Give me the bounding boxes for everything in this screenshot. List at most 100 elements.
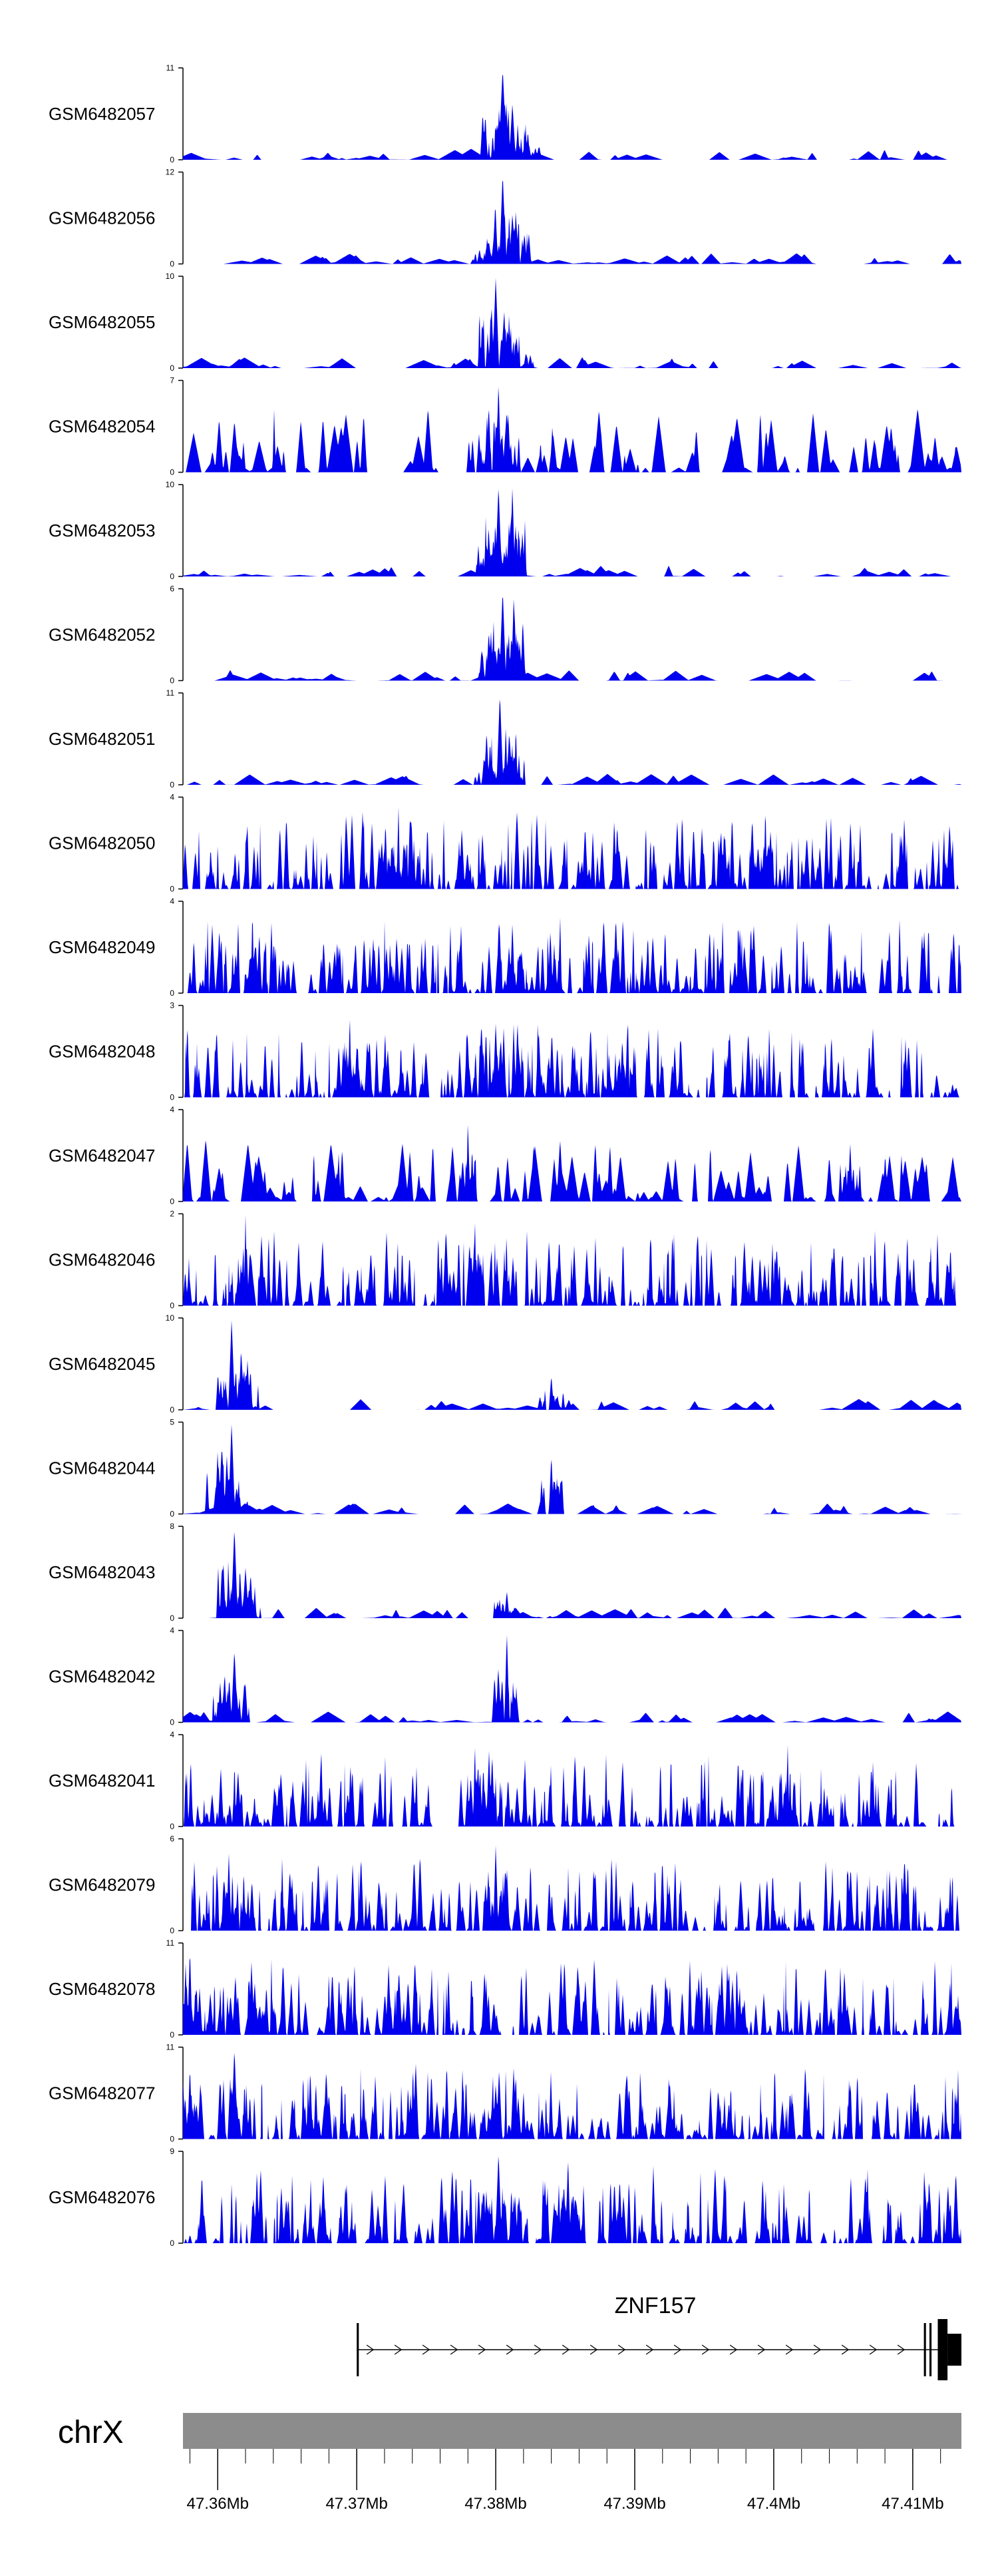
track-label: GSM6482046 bbox=[49, 1250, 155, 1270]
track-label: GSM6482054 bbox=[49, 417, 155, 437]
track-label: GSM6482044 bbox=[49, 1458, 155, 1478]
y-tick-label-max: 7 bbox=[170, 376, 174, 385]
coverage-area bbox=[183, 1424, 961, 1514]
coverage-area bbox=[183, 1124, 961, 1201]
strand-arrow bbox=[673, 2344, 682, 2355]
track-label: GSM6482077 bbox=[49, 2083, 155, 2103]
track-label: GSM6482052 bbox=[49, 625, 155, 645]
track-GSM6482046: GSM6482046 2 0 bbox=[49, 1209, 961, 1311]
y-tick-label-max: 3 bbox=[170, 1001, 174, 1010]
y-tick-label-max: 10 bbox=[166, 272, 175, 281]
track-GSM6482045: GSM6482045 10 0 bbox=[49, 1313, 961, 1414]
y-tick-label-max: 6 bbox=[170, 1834, 174, 1844]
coordinate-label: 47.38Mb bbox=[464, 2495, 526, 2513]
strand-arrow bbox=[506, 2344, 514, 2355]
track-GSM6482057: GSM6482057 11 0 bbox=[49, 63, 961, 164]
coverage-area bbox=[183, 1214, 961, 1306]
track-label: GSM6482049 bbox=[49, 937, 155, 957]
strand-arrow bbox=[897, 2344, 906, 2355]
y-tick-label-max: 12 bbox=[166, 168, 175, 177]
y-tick-label-min: 0 bbox=[170, 988, 174, 998]
y-tick-label-max: 11 bbox=[166, 1938, 175, 1948]
y-tick-label-min: 0 bbox=[170, 2030, 174, 2039]
coverage-tracks: GSM6482057110GSM6482056120GSM6482055100G… bbox=[49, 63, 961, 2248]
coverage-area bbox=[183, 2052, 961, 2139]
track-GSM6482078: GSM6482078 11 0 bbox=[49, 1938, 961, 2039]
y-tick-label-min: 0 bbox=[170, 2239, 174, 2248]
track-GSM6482055: GSM6482055 10 0 bbox=[49, 272, 961, 373]
y-tick-label-max: 11 bbox=[166, 2043, 175, 2052]
strand-arrow bbox=[841, 2344, 850, 2355]
track-label: GSM6482056 bbox=[49, 208, 155, 228]
track-GSM6482043: GSM6482043 8 0 bbox=[49, 1522, 961, 1623]
genome-axis: 47.36Mb 47.37Mb 47.38Mb 47.39Mb 47.4Mb 47.41M… bbox=[187, 2449, 944, 2513]
y-tick-label-max: 4 bbox=[170, 1105, 174, 1114]
coverage-area bbox=[183, 1745, 961, 1826]
strand-arrow bbox=[534, 2344, 542, 2355]
chromosome-ideogram-bar bbox=[183, 2413, 961, 2449]
track-GSM6482079: GSM6482079 6 0 bbox=[49, 1834, 961, 1936]
gene-exon bbox=[357, 2323, 359, 2376]
y-tick-label-min: 0 bbox=[170, 1926, 174, 1936]
coverage-area bbox=[183, 917, 961, 993]
y-tick-label-max: 2 bbox=[170, 1209, 174, 1219]
track-label: GSM6482079 bbox=[49, 1875, 155, 1895]
coverage-area bbox=[183, 1635, 961, 1723]
track-GSM6482077: GSM6482077 11 0 bbox=[49, 2043, 961, 2144]
y-tick-label-min: 0 bbox=[170, 468, 174, 477]
y-tick-label-min: 0 bbox=[170, 780, 174, 789]
strand-arrow bbox=[813, 2344, 822, 2355]
coverage-area bbox=[183, 1320, 961, 1410]
strand-arrow bbox=[785, 2344, 794, 2355]
gene-exon bbox=[929, 2323, 932, 2376]
gene-model-ZNF157 bbox=[357, 2319, 961, 2380]
track-GSM6482053: GSM6482053 10 0 bbox=[49, 480, 961, 581]
strand-arrow bbox=[757, 2344, 766, 2355]
track-GSM6482056: GSM6482056 12 0 bbox=[49, 168, 961, 269]
y-tick-label-min: 0 bbox=[170, 885, 174, 894]
y-tick-label-max: 4 bbox=[170, 793, 174, 802]
y-tick-label-min: 0 bbox=[170, 2135, 174, 2144]
track-label: GSM6482053 bbox=[49, 521, 155, 540]
coverage-area bbox=[183, 699, 961, 785]
track-GSM6482076: GSM6482076 9 0 bbox=[49, 2147, 961, 2248]
gene-exon bbox=[937, 2319, 948, 2380]
y-tick-label-min: 0 bbox=[170, 1301, 174, 1311]
gene-label: ZNF157 bbox=[615, 2293, 697, 2318]
y-tick-label-max: 10 bbox=[166, 480, 175, 489]
strand-arrow bbox=[394, 2344, 403, 2355]
track-GSM6482049: GSM6482049 4 0 bbox=[49, 897, 961, 998]
y-tick-label-min: 0 bbox=[170, 1613, 174, 1623]
y-tick-label-min: 0 bbox=[170, 260, 174, 269]
strand-arrow bbox=[869, 2344, 878, 2355]
coverage-area bbox=[183, 1532, 961, 1618]
coverage-area bbox=[183, 75, 961, 160]
ideogram-track: chrX 47.36Mb 47.37Mb 47.38Mb 47.39Mb 47.4Mb 4… bbox=[58, 2413, 961, 2513]
strand-arrow bbox=[562, 2344, 570, 2355]
coverage-area bbox=[183, 597, 961, 681]
strand-arrow bbox=[617, 2344, 626, 2355]
strand-arrow bbox=[701, 2344, 710, 2355]
gene-track: ZNF157 bbox=[357, 2293, 961, 2380]
coordinate-label: 47.41Mb bbox=[882, 2495, 943, 2513]
chromosome-label: chrX bbox=[58, 2415, 124, 2450]
coverage-area bbox=[183, 180, 961, 264]
y-tick-label-max: 8 bbox=[170, 1522, 174, 1531]
y-tick-label-min: 0 bbox=[170, 1405, 174, 1414]
track-label: GSM6482042 bbox=[49, 1667, 155, 1687]
track-GSM6482051: GSM6482051 11 0 bbox=[49, 688, 961, 789]
coordinate-label: 47.36Mb bbox=[187, 2495, 249, 2513]
track-label: GSM6482045 bbox=[49, 1354, 155, 1374]
track-GSM6482044: GSM6482044 5 0 bbox=[49, 1418, 961, 1519]
track-label: GSM6482078 bbox=[49, 1979, 155, 1999]
y-tick-label-min: 0 bbox=[170, 1510, 174, 1519]
track-label: GSM6482051 bbox=[49, 729, 155, 749]
strand-arrow bbox=[450, 2344, 458, 2355]
coordinate-label: 47.39Mb bbox=[603, 2495, 665, 2513]
track-GSM6482048: GSM6482048 3 0 bbox=[49, 1001, 961, 1102]
y-tick-label-max: 4 bbox=[170, 1730, 174, 1739]
track-label: GSM6482041 bbox=[49, 1771, 155, 1791]
y-tick-label-max: 11 bbox=[166, 63, 175, 73]
track-label: GSM6482050 bbox=[49, 833, 155, 853]
coverage-area bbox=[183, 807, 961, 889]
